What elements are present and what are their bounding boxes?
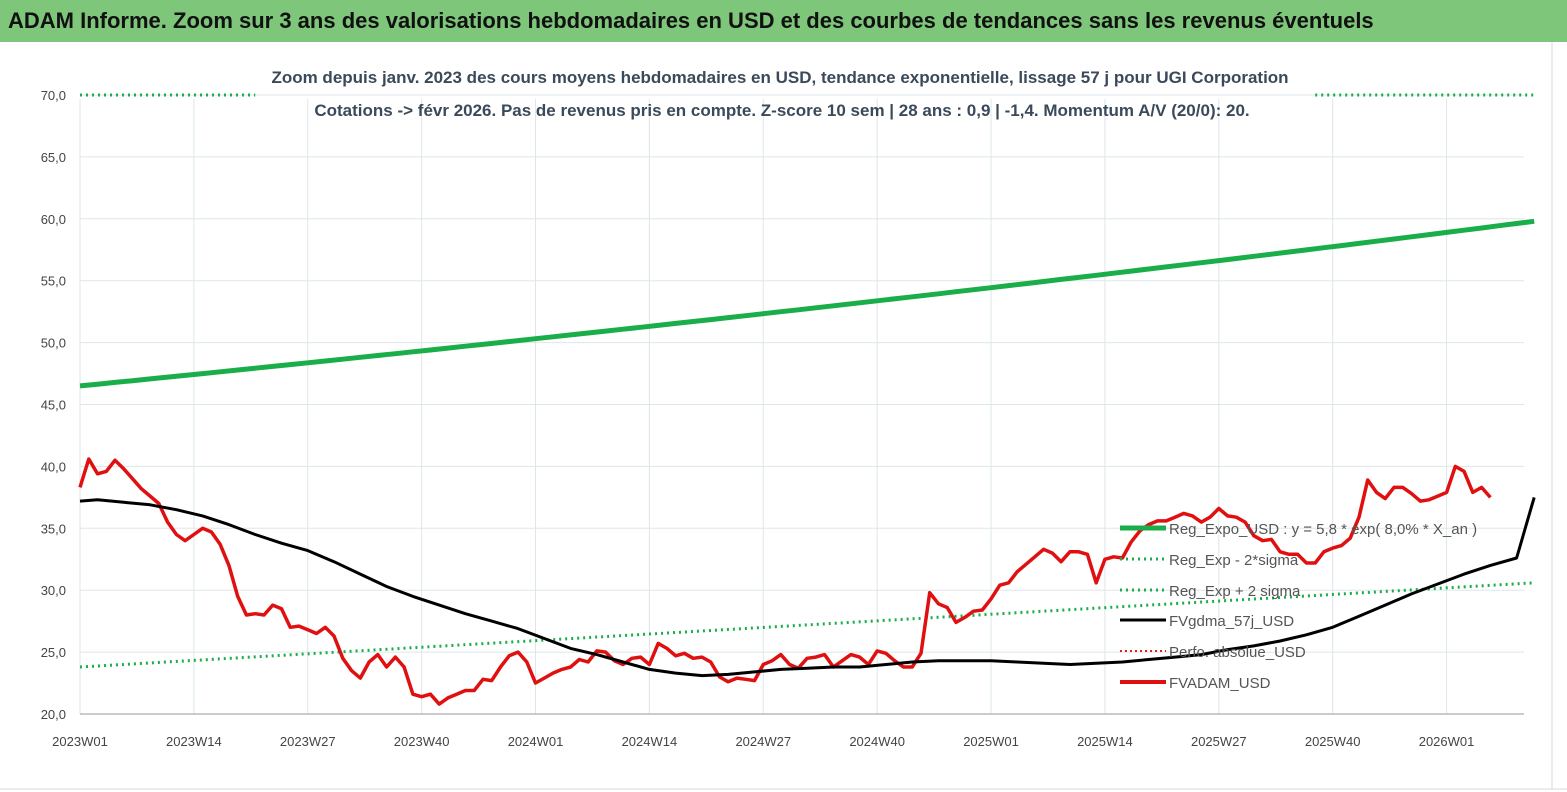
- series-fvadam: [78, 457, 1492, 706]
- legend-label-fvgdma: FVgdma_57j_USD: [1169, 613, 1294, 630]
- x-tick-label: 2025W40: [1305, 734, 1361, 749]
- y-tick-label: 65,0: [41, 150, 66, 165]
- y-tick-label: 60,0: [41, 212, 66, 227]
- legend-label-minus-sigma: Reg_Exp - 2*sigma: [1169, 552, 1299, 569]
- y-axis-ticks: 20,0 25,0 30,0 35,0 40,0 45,0 50,0 55,0 60,0 65,0…: [41, 88, 66, 722]
- x-tick-label: 2024W27: [735, 734, 791, 749]
- x-tick-label: 2025W14: [1077, 734, 1133, 749]
- legend-label-fvadam: FVADAM_USD: [1169, 675, 1271, 692]
- legend: Reg_Expo_USD : y = 5,8 * exp( 8,0% * X_a…: [1120, 521, 1477, 692]
- x-tick-label: 2023W01: [52, 734, 108, 749]
- x-tick-label: 2024W01: [508, 734, 564, 749]
- y-tick-label: 70,0: [41, 88, 66, 103]
- x-tick-label: 2024W40: [849, 734, 905, 749]
- y-tick-label: 50,0: [41, 336, 66, 351]
- grid: [79, 94, 1524, 715]
- series-fvgdma: [79, 496, 1536, 678]
- x-tick-label: 2023W40: [394, 734, 450, 749]
- series-group: [78, 93, 1536, 706]
- y-tick-label: 55,0: [41, 274, 66, 289]
- series-reg-expo: [79, 218, 1535, 389]
- y-tick-label: 25,0: [41, 645, 66, 660]
- x-tick-label: 2025W01: [963, 734, 1019, 749]
- y-tick-label: 20,0: [41, 707, 66, 722]
- x-tick-label: 2023W27: [280, 734, 336, 749]
- chart-subtitle-2: Cotations -> févr 2026. Pas de revenus p…: [314, 101, 1249, 120]
- x-tick-label: 2025W27: [1191, 734, 1247, 749]
- x-tick-label: 2026W01: [1419, 734, 1475, 749]
- x-tick-label: 2023W14: [166, 734, 222, 749]
- header-bar: ADAM Informe. Zoom sur 3 ans des valoris…: [0, 0, 1567, 42]
- y-tick-label: 35,0: [41, 521, 66, 536]
- y-tick-label: 40,0: [41, 459, 66, 474]
- x-axis-ticks: 2023W01 2023W14 2023W27 2023W40 2024W01 2024W…: [52, 734, 1474, 749]
- legend-label-plus-sigma: Reg_Exp + 2 sigma: [1169, 583, 1301, 600]
- legend-label-reg-expo: Reg_Expo_USD : y = 5,8 * exp( 8,0% * X_a…: [1169, 521, 1477, 538]
- legend-label-perfo: Perfo. absolue_USD: [1169, 644, 1306, 661]
- x-tick-label: 2024W14: [622, 734, 678, 749]
- page-title: ADAM Informe. Zoom sur 3 ans des valoris…: [8, 8, 1374, 33]
- chart-background: [0, 42, 1567, 792]
- y-tick-label: 30,0: [41, 583, 66, 598]
- y-tick-label: 45,0: [41, 398, 66, 413]
- series-plus-sigma: [79, 581, 1535, 669]
- chart-subtitle-1: Zoom depuis janv. 2023 des cours moyens …: [271, 68, 1288, 87]
